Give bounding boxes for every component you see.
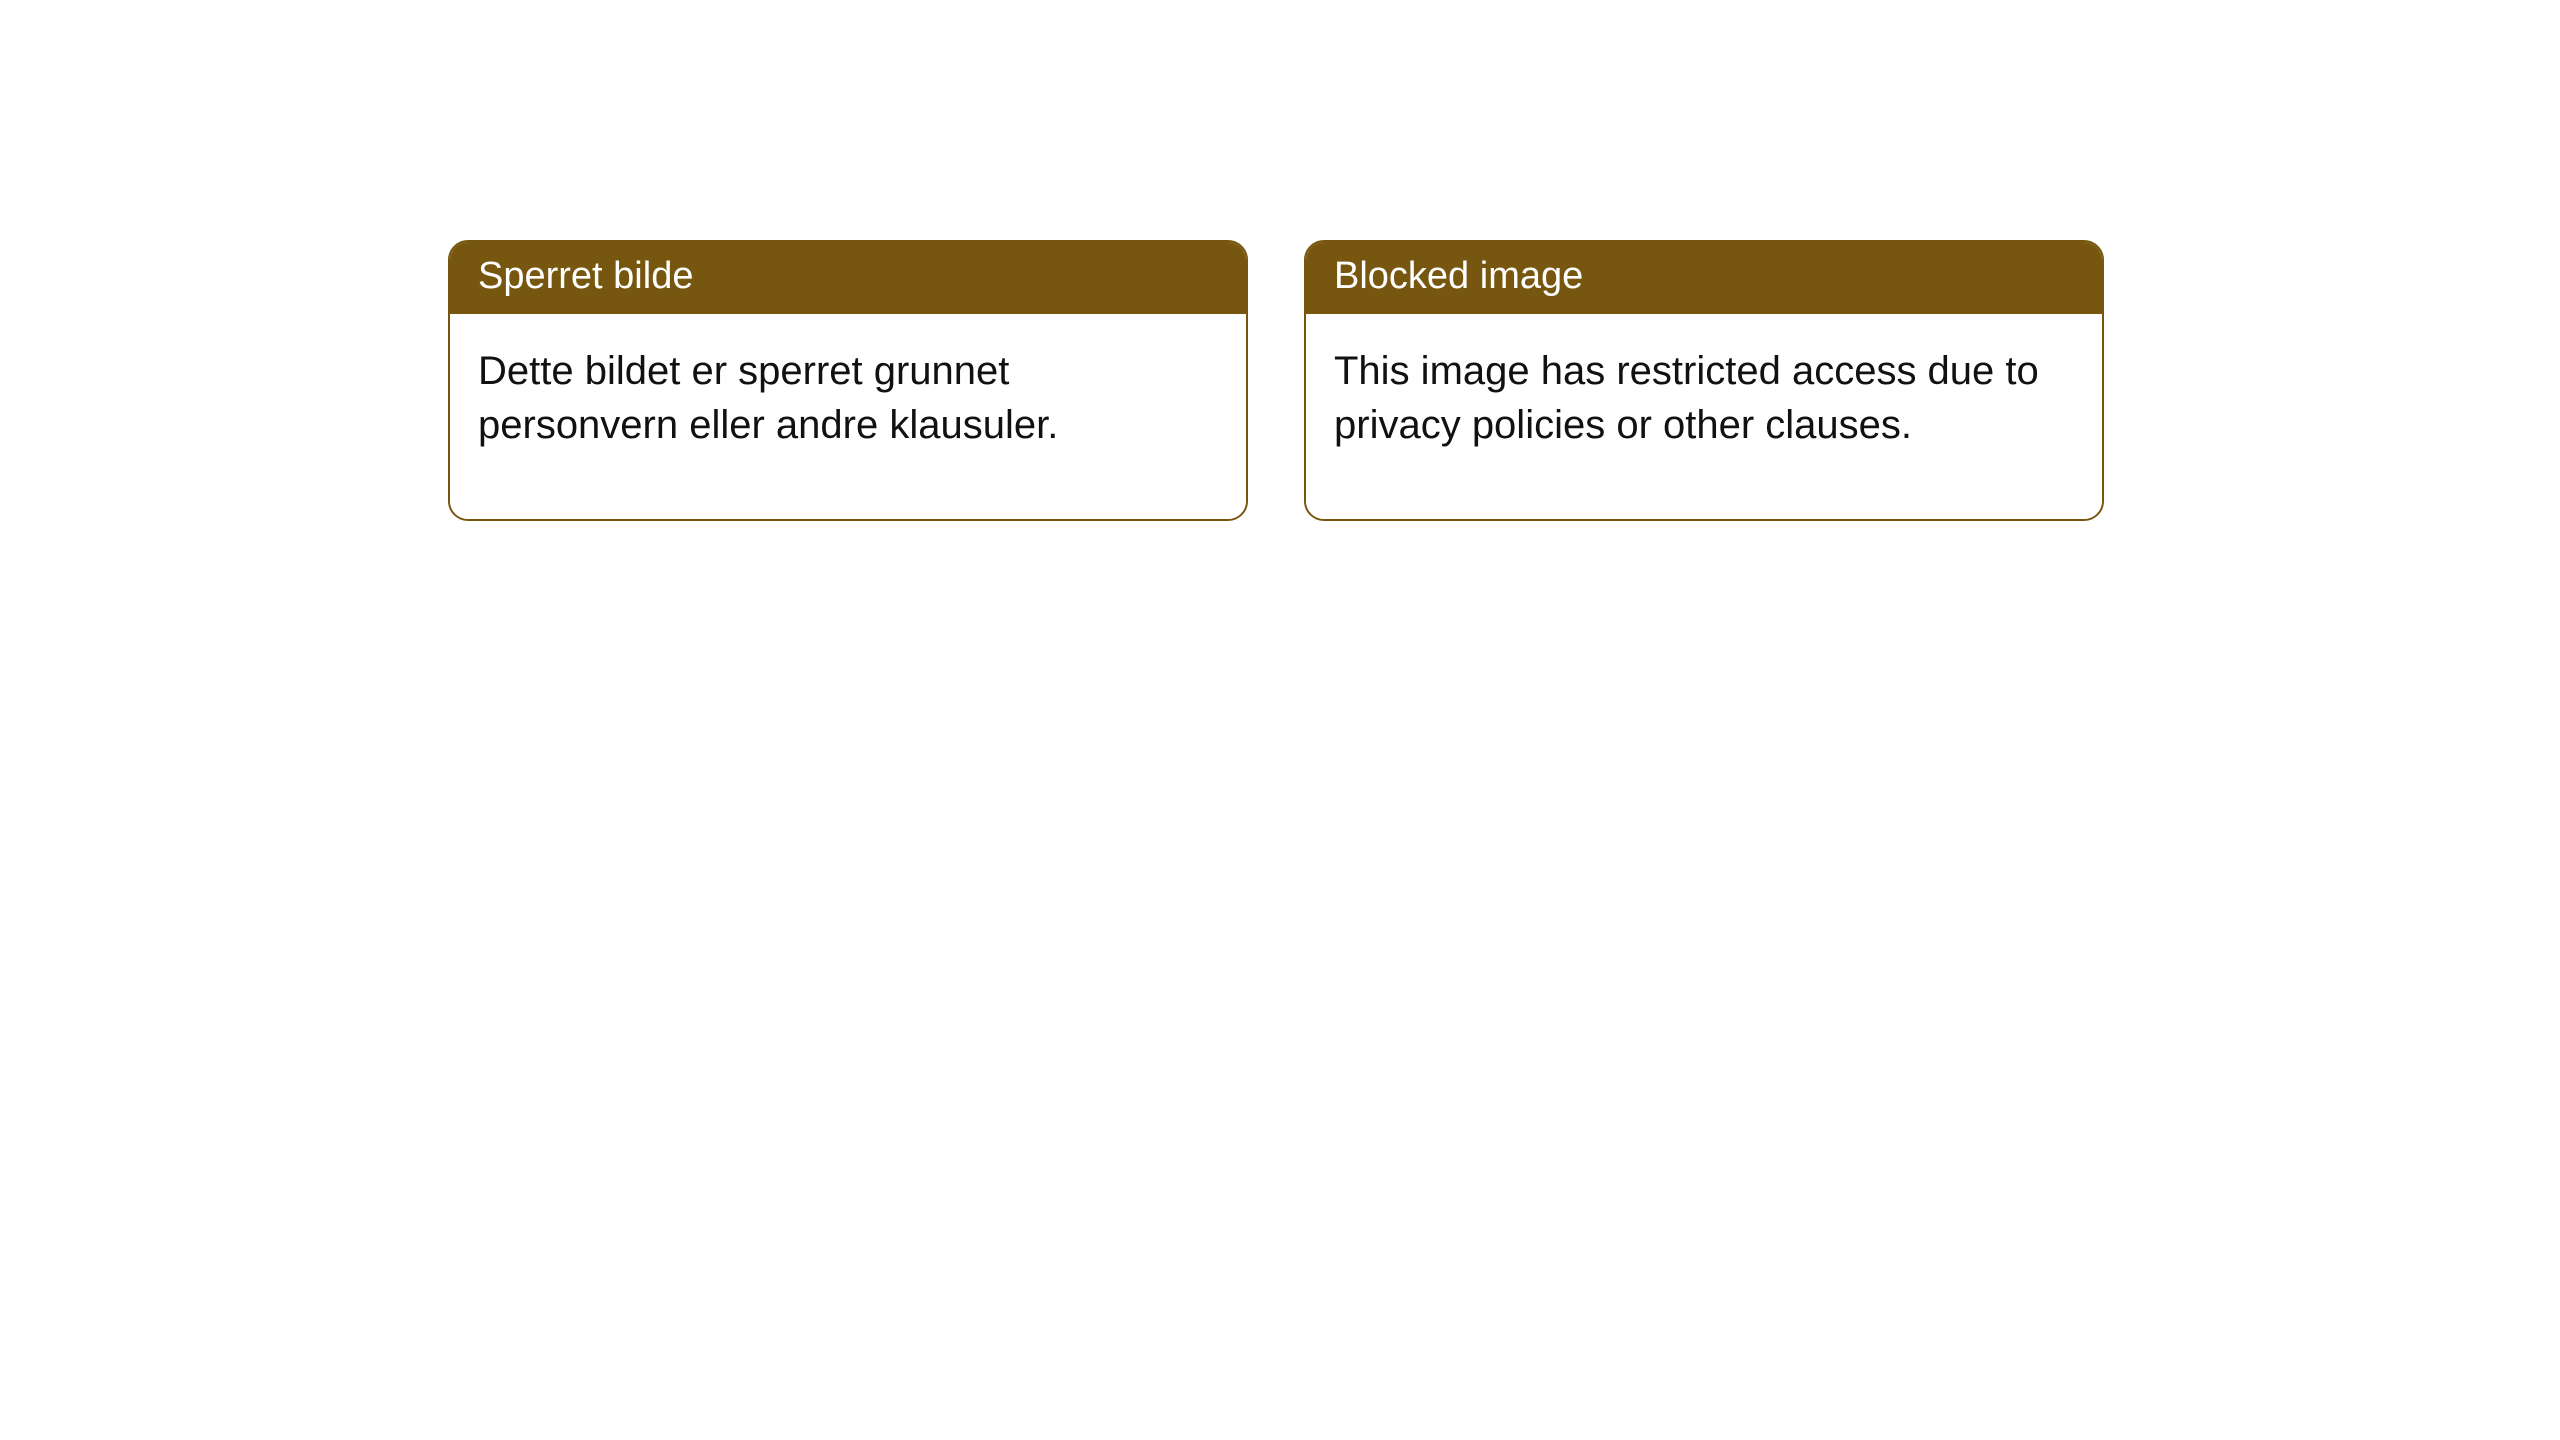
notice-card-title: Sperret bilde bbox=[450, 242, 1246, 314]
notice-card-body: Dette bildet er sperret grunnet personve… bbox=[450, 314, 1246, 519]
notice-card-norwegian: Sperret bilde Dette bildet er sperret gr… bbox=[448, 240, 1248, 521]
notice-card-body: This image has restricted access due to … bbox=[1306, 314, 2102, 519]
notice-card-title: Blocked image bbox=[1306, 242, 2102, 314]
notice-card-english: Blocked image This image has restricted … bbox=[1304, 240, 2104, 521]
notice-cards-row: Sperret bilde Dette bildet er sperret gr… bbox=[0, 0, 2560, 521]
